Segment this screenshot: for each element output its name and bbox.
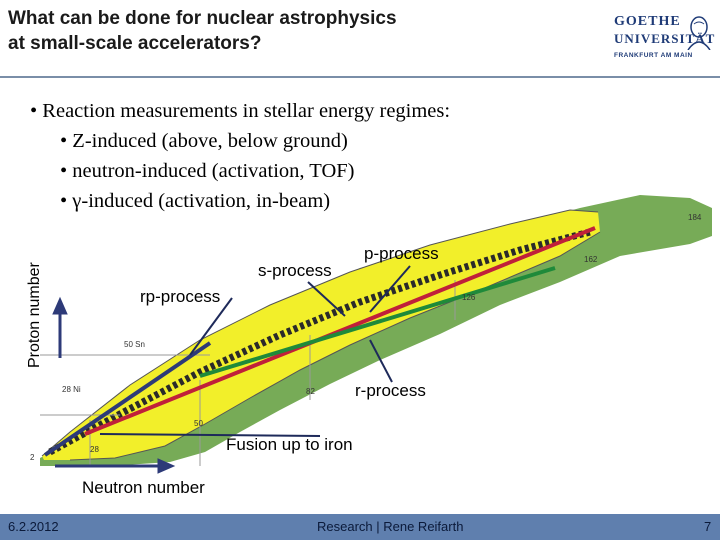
dripline-upper [41, 209, 599, 457]
mark-162: 162 [584, 255, 598, 264]
known-nuclei-region [42, 210, 600, 460]
logo-line-1: GOETHE [614, 14, 681, 29]
goethe-portrait-icon [687, 16, 711, 50]
s-process-path [84, 226, 596, 436]
mark-184: 184 [688, 213, 702, 222]
footer-center: Research | Rene Reifarth [317, 519, 464, 534]
university-logo: GOETHE UNIVERSITÄT FRANKFURT AM MAIN [614, 14, 714, 72]
annotation-pointers [99, 265, 411, 437]
logo-line-3: FRANKFURT AM MAIN [614, 52, 693, 59]
bullet-list: • Reaction measurements in stellar energ… [30, 96, 450, 216]
stable-nuclei-band [48, 228, 591, 456]
title-divider [0, 76, 720, 78]
footer-date: 6.2.2012 [8, 519, 59, 534]
label-fusion: Fusion up to iron [226, 435, 353, 454]
bullet-1a: • Z-induced (above, below ground) [60, 130, 348, 152]
dripline-lower [69, 231, 601, 461]
rp-process-path [43, 341, 212, 457]
slide-title: What can be done for nuclear astrophysic… [8, 6, 588, 56]
footer-page-number: 7 [704, 519, 712, 534]
footer-bar: 6.2.2012 Research | Rene Reifarth 7 [0, 514, 720, 540]
label-r-process: r-process [355, 381, 426, 400]
x-axis-label: Neutron number [82, 478, 205, 497]
bullet-1b: • neutron-induced (activation, TOF) [60, 160, 355, 182]
label-s-process: s-process [258, 261, 332, 280]
mark-2: 2 [30, 453, 35, 462]
logo-line-2: UNIVERSITÄT [614, 31, 716, 46]
bullet-1c: • γ-induced (activation, in-beam) [60, 190, 331, 212]
title-line-1: What can be done for nuclear astrophysic… [8, 8, 397, 29]
title-line-2: at small-scale accelerators? [8, 33, 262, 54]
mark-sn: 50 Sn [124, 340, 145, 349]
mark-82: 82 [306, 387, 315, 396]
y-axis-label: Proton number [26, 262, 43, 368]
mark-50: 50 [194, 419, 203, 428]
label-rp-process: rp-process [140, 287, 221, 306]
axis-arrows [52, 296, 176, 474]
label-p-process: p-process [364, 244, 439, 263]
r-process-path [199, 266, 556, 378]
mark-ni: 28 Ni [62, 385, 81, 394]
bullet-1: • Reaction measurements in stellar energ… [30, 100, 451, 122]
mark-126: 126 [462, 293, 476, 302]
mark-28: 28 [90, 445, 99, 454]
